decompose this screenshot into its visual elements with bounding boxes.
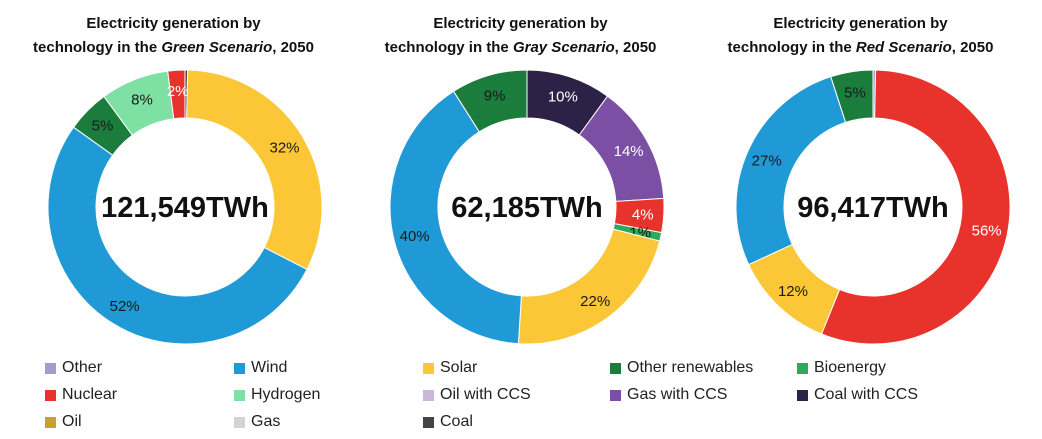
chart-title: Electricity generation by technology in … (0, 12, 347, 60)
slice-label-other-renewables: 9% (484, 88, 506, 105)
legend-label: Nuclear (62, 386, 118, 403)
legend-swatch (423, 416, 434, 428)
legend-swatch (423, 389, 434, 401)
legend-item-gas-with-ccs: Gas with CCS (610, 383, 727, 407)
legend-item-solar: Solar (423, 356, 477, 380)
chart-title-suffix: , 2050 (951, 39, 994, 56)
chart-title-line2: technology in the Green Scenario, 2050 (0, 36, 347, 60)
slice-label-coal-with-ccs: 10% (548, 89, 578, 106)
slice-label-solar: 22% (580, 293, 610, 310)
chart-title-suffix: , 2050 (272, 39, 314, 56)
slice-label-nuclear: 2% (167, 83, 189, 100)
gray-scenario-chart: Electricity generation by technology in … (347, 0, 694, 350)
legend-item-oil: Oil (45, 410, 82, 434)
legend-label: Gas (251, 413, 281, 430)
chart-title-prefix: technology in the (727, 39, 856, 56)
slice-label-nuclear: 56% (972, 222, 1002, 239)
chart-title-scenario: Red Scenario (855, 39, 952, 56)
legend-item-other: Other (45, 356, 102, 380)
slice-label-solar: 32% (270, 139, 300, 156)
total-generation-label: 121,549TWh (101, 192, 269, 224)
legend-item-coal-with-ccs: Coal with CCS (797, 383, 918, 407)
legend-swatch (234, 389, 245, 401)
slice-label-wind: 52% (110, 298, 140, 315)
legend-swatch (610, 389, 621, 401)
legend-item-coal: Coal (423, 410, 473, 434)
legend-swatch (797, 389, 808, 401)
legend-label: Bioenergy (814, 359, 887, 376)
chart-title-line2: technology in the Red Scenario, 2050 (687, 36, 1034, 60)
legend-swatch (45, 389, 56, 401)
slice-label-hydrogen: 8% (131, 91, 153, 108)
legend-swatch (45, 416, 56, 428)
chart-title-prefix: technology in the (33, 39, 162, 56)
chart-title-line1: Electricity generation by (86, 15, 261, 32)
slice-solar (517, 228, 661, 345)
legend-label: Oil with CCS (440, 386, 531, 403)
total-generation-label: 96,417TWh (797, 192, 949, 224)
legend-item-other-renewables: Other renewables (610, 356, 753, 380)
legend-swatch (234, 416, 245, 428)
slice-wind (47, 126, 308, 345)
slice-label-other-renewables: 5% (92, 117, 114, 134)
chart-title: Electricity generation by technology in … (687, 12, 1034, 60)
slice-wind (389, 90, 522, 345)
chart-title-prefix: technology in the (384, 39, 513, 56)
legend-swatch (797, 362, 808, 374)
legend-label: Coal (440, 413, 473, 430)
legend-label: Oil (62, 413, 82, 430)
slice-label-wind: 40% (400, 228, 430, 245)
slice-other-renewables (830, 69, 874, 123)
red-donut-chart: 56% 12% 27% 5% 96,417TWh (735, 69, 1011, 345)
chart-title-line2: technology in the Gray Scenario, 2050 (347, 36, 694, 60)
total-generation-label: 62,185TWh (451, 192, 603, 224)
green-scenario-chart: Electricity generation by technology in … (0, 0, 347, 350)
slice-nuclear (820, 69, 1011, 345)
chart-title: Electricity generation by technology in … (347, 12, 694, 60)
legend-item-bioenergy: Bioenergy (797, 356, 886, 380)
legend-item-oil-with-ccs: Oil with CCS (423, 383, 531, 407)
green-donut-chart: 32% 52% 5% 8% 2% 121,549TWh (47, 69, 323, 345)
gray-donut-chart: 10%14%4%1%22%40%9%62,185TWh (389, 69, 665, 345)
legend-label: Other (62, 359, 103, 376)
legend-label: Wind (251, 359, 288, 376)
legend-item-gas: Gas (234, 410, 280, 434)
chart-title-line1: Electricity generation by (433, 15, 608, 32)
slice-wind (735, 76, 847, 266)
chart-legend: Other Wind Solar Other renewables Bioenergy N… (0, 356, 1042, 436)
slice-label-other-renewables: 5% (844, 84, 866, 101)
legend-swatch (234, 362, 245, 374)
slice-label-nuclear: 4% (632, 206, 654, 223)
legend-label: Other renewables (627, 359, 754, 376)
chart-title-scenario: Green Scenario (161, 39, 273, 56)
chart-title-line1: Electricity generation by (773, 15, 948, 32)
chart-title-scenario: Gray Scenario (512, 39, 615, 56)
legend-label: Solar (440, 359, 478, 376)
legend-item-hydrogen: Hydrogen (234, 383, 320, 407)
slice-label-wind: 27% (752, 153, 782, 170)
legend-swatch (45, 362, 56, 374)
slice-solar (186, 69, 323, 271)
legend-label: Gas with CCS (627, 386, 728, 403)
slice-label-solar: 12% (778, 283, 808, 300)
legend-item-wind: Wind (234, 356, 287, 380)
slice-nuclear (167, 69, 186, 120)
red-scenario-chart: Electricity generation by technology in … (687, 0, 1034, 350)
chart-title-suffix: , 2050 (614, 39, 657, 56)
legend-item-nuclear: Nuclear (45, 383, 117, 407)
slice-other-renewables (452, 69, 528, 133)
legend-label: Hydrogen (251, 386, 321, 403)
legend-swatch (423, 362, 434, 374)
slice-label-gas-with-ccs: 14% (614, 143, 644, 160)
legend-swatch (610, 362, 621, 374)
legend-label: Coal with CCS (814, 386, 919, 403)
